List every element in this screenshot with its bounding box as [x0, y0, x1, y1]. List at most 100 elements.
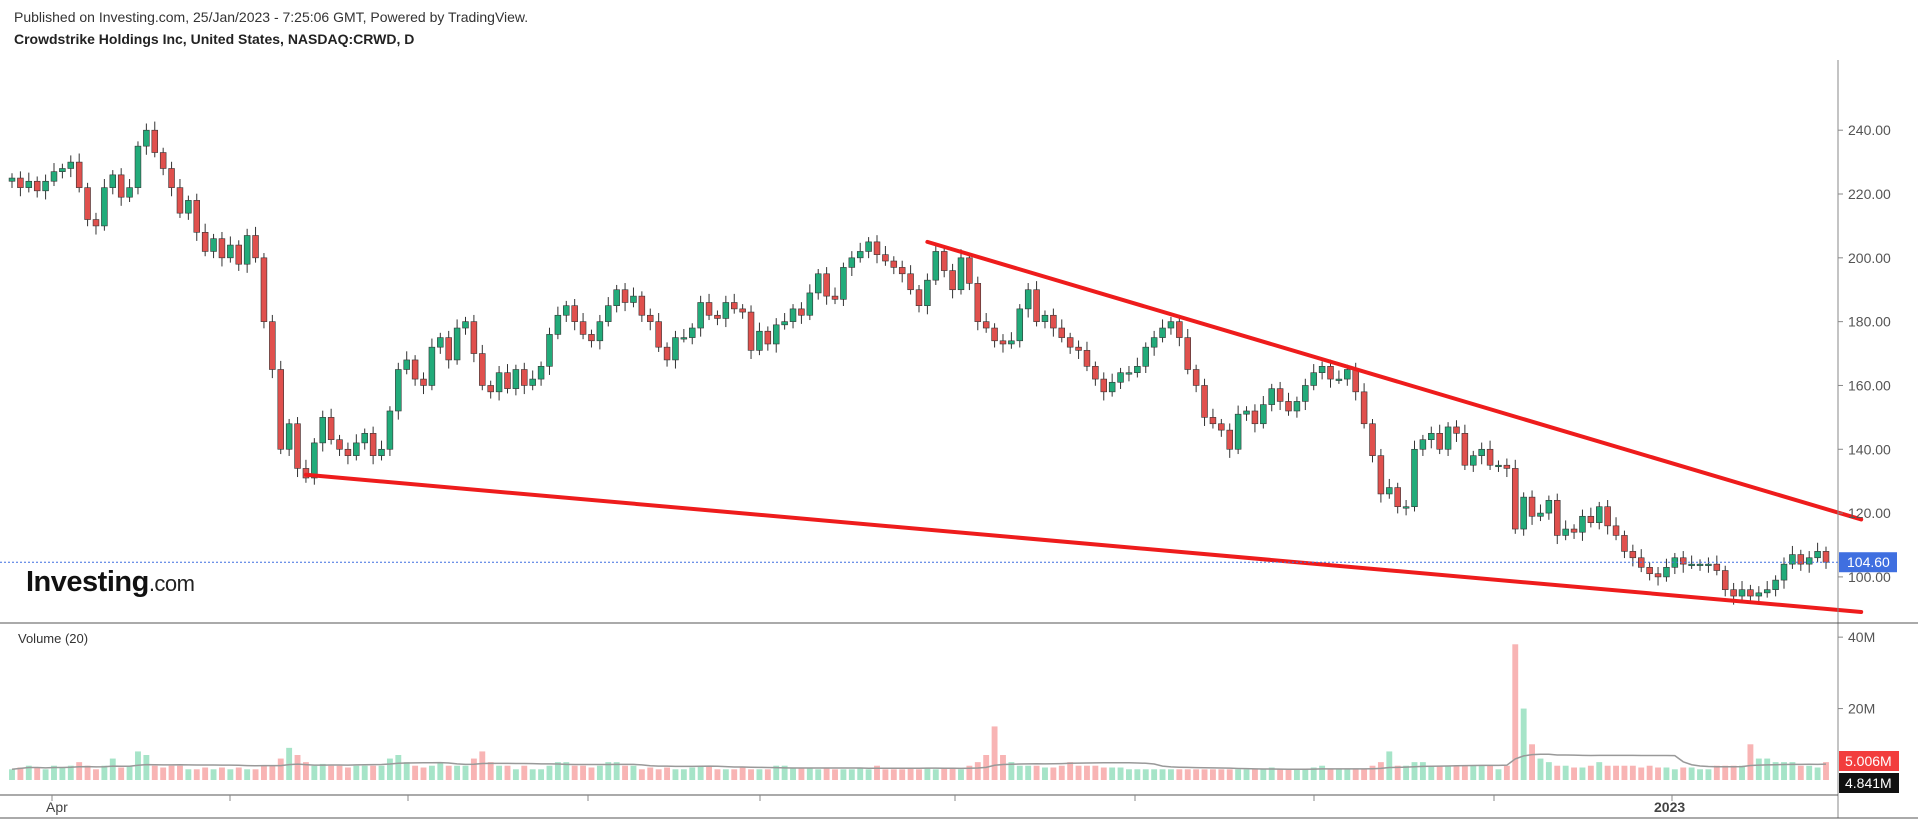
volume-bar — [1705, 769, 1712, 780]
candle-body — [168, 168, 175, 188]
volume-bar — [1159, 769, 1166, 780]
volume-bar — [680, 769, 687, 780]
candle — [1512, 459, 1519, 534]
candle — [8, 173, 16, 188]
volume-bar — [1512, 644, 1519, 780]
candle-body — [1218, 423, 1225, 431]
volume-bar — [622, 765, 629, 780]
volume-bar — [67, 765, 74, 780]
volume-bar — [403, 762, 410, 780]
candle-body — [1386, 487, 1393, 495]
candle-body — [353, 442, 360, 456]
volume-bar — [1000, 755, 1006, 780]
candle-body — [1092, 366, 1099, 380]
candle — [395, 362, 402, 420]
volume-bar — [1310, 767, 1317, 780]
volume-bar — [974, 762, 981, 780]
candle — [1260, 395, 1267, 429]
candle-body — [932, 251, 940, 281]
candle — [1461, 424, 1469, 471]
price-tick-label: 200.00 — [1848, 250, 1891, 266]
candle — [663, 342, 671, 367]
candle-body — [117, 174, 125, 198]
volume-bar — [865, 769, 872, 780]
candle-body — [1562, 528, 1569, 536]
candle-body — [1402, 506, 1410, 509]
candle — [932, 242, 940, 285]
candle-body — [1369, 423, 1376, 456]
candle — [1688, 555, 1695, 569]
candle-body — [369, 433, 377, 456]
candle-body — [747, 311, 755, 351]
candle — [42, 174, 49, 200]
candle — [260, 253, 268, 329]
volume-bar — [647, 767, 654, 780]
candle — [588, 329, 595, 348]
volume-bar — [848, 769, 855, 780]
price-tick-label: 100.00 — [1848, 569, 1891, 585]
candle-body — [33, 180, 41, 192]
volume-bar — [25, 765, 32, 780]
candle-body — [327, 417, 335, 440]
candle — [1218, 418, 1225, 437]
candle-body — [1696, 563, 1704, 566]
volume-bar — [1571, 767, 1577, 780]
candle — [1234, 405, 1242, 455]
candle — [731, 293, 738, 314]
candle — [554, 306, 562, 340]
volume-bar — [664, 767, 670, 780]
volume-bar — [748, 769, 754, 780]
price-tick-label: 220.00 — [1848, 186, 1891, 202]
candle-body — [1738, 589, 1746, 597]
trendline[interactable] — [303, 472, 1864, 614]
volume-bar — [143, 755, 150, 780]
candle — [1310, 364, 1317, 391]
candle-body — [193, 200, 200, 233]
candle — [689, 323, 696, 345]
volume-ma-tag — [1839, 773, 1899, 793]
trendline-layer — [303, 239, 1864, 614]
candle — [1419, 434, 1427, 456]
candle-body — [84, 187, 91, 220]
candle — [411, 355, 419, 386]
volume-bar — [109, 758, 116, 780]
candle — [1016, 304, 1024, 348]
volume-bar — [1755, 758, 1762, 780]
candle — [1696, 559, 1704, 571]
volume-bar — [420, 767, 427, 780]
candle — [856, 242, 864, 263]
volume-bar — [1646, 765, 1653, 780]
candle — [1411, 440, 1418, 512]
candle — [285, 418, 293, 456]
candle — [479, 344, 486, 391]
volume-bar — [17, 767, 24, 780]
price-tick-label: 240.00 — [1848, 122, 1891, 138]
candle-layer — [8, 121, 1830, 605]
candle-body — [294, 423, 301, 469]
volume-bar — [907, 767, 914, 780]
candle — [1117, 367, 1124, 389]
volume-bar — [76, 762, 83, 780]
volume-bar — [1621, 765, 1628, 780]
candle-body — [1066, 337, 1074, 348]
candle — [1763, 581, 1771, 598]
volume-bar — [638, 769, 645, 780]
candle — [831, 287, 839, 305]
candle — [596, 314, 604, 350]
volume-bar — [1537, 758, 1544, 780]
candle — [924, 273, 931, 315]
candle — [1167, 316, 1175, 335]
candle — [814, 268, 822, 300]
volume-bar — [1697, 769, 1703, 780]
candle — [117, 168, 125, 206]
trendline[interactable] — [925, 239, 1864, 522]
candle-body — [1419, 439, 1427, 450]
candle-body — [1192, 369, 1200, 386]
candle — [1612, 517, 1620, 541]
volume-bar — [1142, 769, 1149, 780]
candle-body — [487, 385, 494, 393]
candle — [1436, 424, 1443, 455]
candle-body — [537, 366, 545, 380]
candle-body — [277, 369, 284, 450]
